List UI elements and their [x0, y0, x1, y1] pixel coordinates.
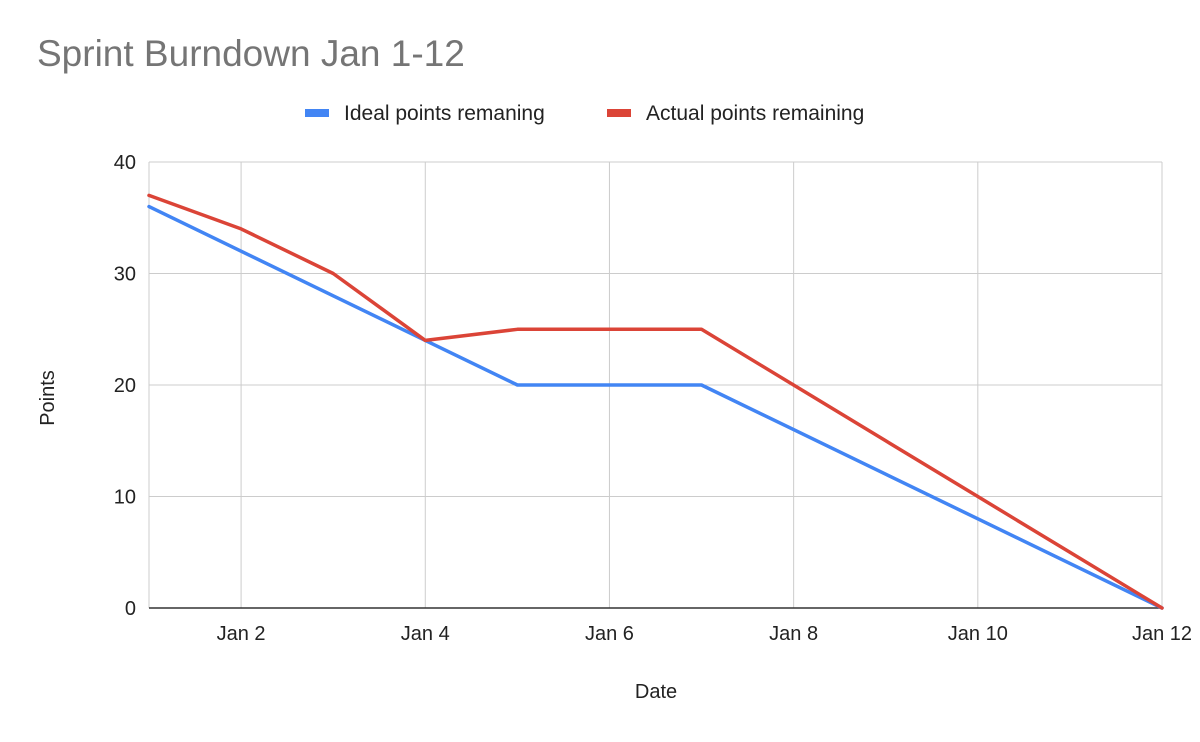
legend-label-ideal: Ideal points remaning — [344, 102, 545, 125]
x-tick-label: Jan 10 — [948, 623, 1008, 645]
chart-title: Sprint Burndown Jan 1-12 — [37, 33, 465, 74]
x-tick-label: Jan 8 — [769, 623, 818, 645]
legend-label-actual: Actual points remaining — [646, 102, 864, 125]
series-line-ideal — [147, 204, 1164, 610]
y-axis-title: Points — [37, 370, 59, 426]
y-tick-label: 40 — [114, 152, 136, 174]
x-axis-title: Date — [635, 681, 677, 703]
y-tick-label: 20 — [114, 375, 136, 397]
y-tick-label: 0 — [125, 598, 136, 620]
legend-item-actual: Actual points remaining — [607, 102, 864, 125]
legend-swatch-actual — [607, 109, 631, 117]
legend-item-ideal: Ideal points remaning — [305, 102, 545, 125]
tick-labels: 0 10 20 30 40 Jan 2 Jan 4 Jan 6 Jan 8 Jan 10 Jan 1… — [114, 152, 1192, 645]
x-tick-label: Jan 4 — [401, 623, 450, 645]
x-tick-label: Jan 12 — [1132, 623, 1192, 645]
x-tick-label: Jan 6 — [585, 623, 634, 645]
series-layer — [147, 193, 1164, 610]
legend-swatch-ideal — [305, 109, 329, 117]
y-tick-label: 30 — [114, 264, 136, 286]
series-line-actual — [147, 193, 1164, 610]
x-tick-label: Jan 2 — [217, 623, 266, 645]
y-tick-label: 10 — [114, 487, 136, 509]
legend: Ideal points remaning Actual points rema… — [305, 102, 864, 125]
